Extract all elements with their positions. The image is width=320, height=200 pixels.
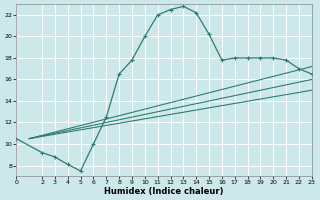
X-axis label: Humidex (Indice chaleur): Humidex (Indice chaleur) <box>104 187 224 196</box>
